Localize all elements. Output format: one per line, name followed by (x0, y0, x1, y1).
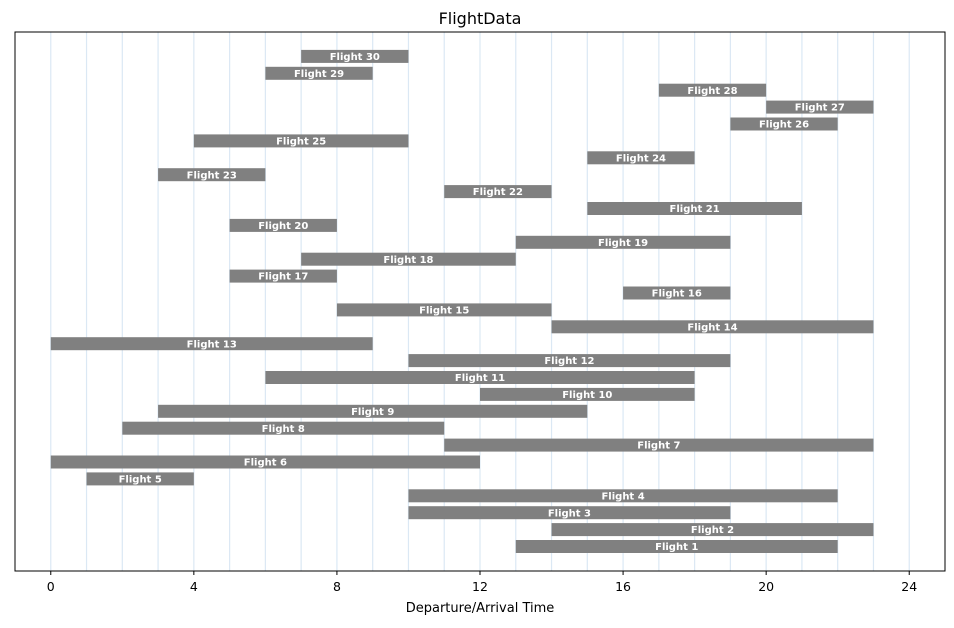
flight-bar-label: Flight 3 (548, 508, 591, 519)
flight-bar-label: Flight 29 (294, 69, 344, 80)
flight-bar (408, 489, 838, 503)
flight-bar (122, 421, 445, 435)
flight-bar-label: Flight 12 (544, 356, 594, 367)
flight-bar (265, 371, 695, 384)
flight-bar-label: Flight 6 (244, 458, 287, 469)
flight-bar (158, 168, 266, 182)
x-tick-label: 4 (190, 579, 198, 594)
flight-bar-label: Flight 23 (187, 170, 237, 181)
flight-bar (229, 218, 337, 232)
flight-bar-label: Flight 15 (419, 306, 469, 317)
flight-bar (551, 523, 874, 537)
flight-bar-label: Flight 4 (601, 491, 644, 502)
flight-bar (158, 404, 588, 418)
flight-bar-label: Flight 22 (473, 187, 523, 198)
flight-bar (658, 83, 767, 97)
flight-bar-label: Flight 14 (687, 322, 737, 333)
flight-bar-label: Flight 9 (351, 407, 394, 418)
flight-bar (444, 438, 874, 452)
flight-bar-label: Flight 28 (687, 86, 737, 97)
flight-bar (515, 540, 838, 553)
flight-bar (444, 185, 552, 199)
grid-layer (50, 32, 910, 571)
x-tick-label: 16 (615, 579, 631, 594)
x-tick-label: 8 (333, 579, 341, 594)
flight-bar-label: Flight 18 (383, 255, 433, 266)
flight-bar-label: Flight 19 (598, 238, 648, 249)
flight-bar-label: Flight 21 (670, 204, 720, 215)
flight-bar (408, 354, 731, 368)
flight-bar (480, 387, 695, 401)
flight-bar (408, 506, 731, 520)
flight-bar (301, 252, 516, 266)
flight-bar-label: Flight 24 (616, 153, 666, 164)
flight-bar-label: Flight 16 (652, 289, 702, 300)
flight-bar (730, 117, 838, 131)
flight-bar (623, 286, 731, 300)
flight-bar (86, 472, 194, 486)
flight-bar (301, 49, 409, 63)
flight-bar-label: Flight 8 (262, 424, 305, 435)
flight-bar-label: Flight 2 (691, 525, 734, 536)
flight-bar-label: Flight 20 (258, 221, 308, 232)
flight-bar (336, 303, 552, 317)
flight-bar (587, 151, 695, 165)
flight-bar-label: Flight 1 (655, 542, 698, 553)
flight-bar-label: Flight 5 (119, 475, 162, 486)
x-axis-label: Departure/Arrival Time (406, 601, 555, 616)
flight-bar-label: Flight 27 (795, 103, 845, 114)
flight-bar-label: Flight 26 (759, 120, 809, 131)
x-axis: 0 4 8 12 16 20 24 (47, 571, 917, 594)
flight-bar-label: Flight 25 (276, 137, 326, 148)
chart-title: FlightData (439, 9, 522, 28)
flight-bar (265, 66, 373, 80)
flight-bar (229, 269, 337, 283)
x-tick-label: 12 (472, 579, 488, 594)
flight-bar-label: Flight 10 (562, 390, 612, 401)
flight-bar (766, 100, 874, 114)
flight-bar (193, 134, 409, 148)
x-tick-label: 24 (901, 579, 917, 594)
flight-bar-label: Flight 30 (330, 52, 380, 63)
x-tick-label: 20 (758, 579, 774, 594)
flight-bar-label: Flight 17 (258, 272, 308, 283)
flight-bar (50, 455, 481, 469)
flight-bar (587, 202, 802, 215)
flight-bar (50, 337, 373, 351)
x-tick-label: 0 (47, 579, 55, 594)
flight-bar-label: Flight 11 (455, 373, 505, 384)
flight-bar (551, 320, 874, 334)
flight-bar-label: Flight 13 (187, 339, 237, 350)
flight-bar (515, 235, 731, 249)
flight-bar-label: Flight 7 (637, 441, 680, 452)
bars-layer: Flight 1 Flight 2 Flight 3 Flight 4 Flight 5… (50, 49, 874, 553)
